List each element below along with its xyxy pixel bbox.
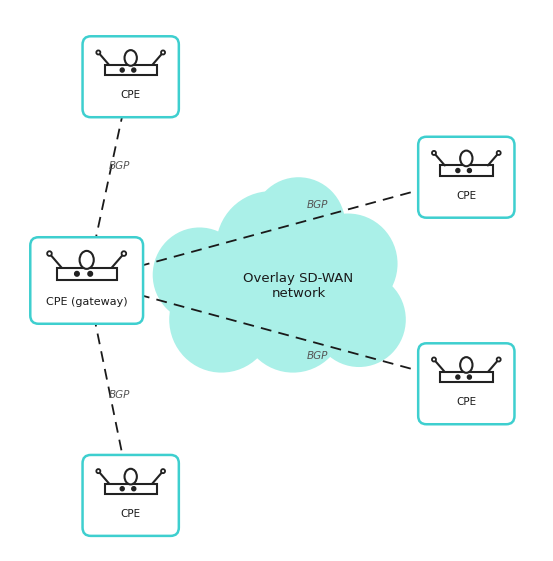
Circle shape [75, 272, 79, 276]
Ellipse shape [124, 50, 137, 66]
Ellipse shape [124, 469, 137, 484]
Text: CPE: CPE [456, 191, 476, 201]
FancyBboxPatch shape [82, 36, 179, 117]
Circle shape [120, 487, 124, 491]
Circle shape [88, 272, 92, 276]
Text: CPE: CPE [121, 90, 141, 100]
FancyBboxPatch shape [56, 268, 117, 279]
Circle shape [132, 487, 136, 491]
FancyBboxPatch shape [105, 65, 157, 75]
FancyBboxPatch shape [30, 237, 143, 324]
Circle shape [132, 68, 136, 72]
Text: Overlay SD-WAN
network: Overlay SD-WAN network [243, 272, 353, 300]
FancyBboxPatch shape [440, 165, 493, 176]
Circle shape [47, 251, 52, 256]
Circle shape [161, 469, 165, 473]
FancyBboxPatch shape [418, 137, 514, 218]
Circle shape [467, 375, 471, 379]
Circle shape [120, 68, 124, 72]
Circle shape [96, 50, 100, 54]
FancyBboxPatch shape [418, 343, 514, 424]
Circle shape [456, 168, 460, 173]
Text: BGP: BGP [307, 200, 328, 210]
FancyBboxPatch shape [105, 484, 157, 494]
Circle shape [497, 357, 500, 361]
FancyBboxPatch shape [440, 372, 493, 382]
Ellipse shape [460, 357, 472, 373]
Circle shape [161, 50, 165, 54]
Circle shape [467, 168, 471, 173]
Circle shape [497, 151, 500, 155]
Circle shape [432, 151, 436, 155]
Circle shape [122, 251, 126, 256]
Ellipse shape [460, 150, 472, 166]
Circle shape [432, 357, 436, 361]
Circle shape [96, 469, 100, 473]
Text: BGP: BGP [109, 161, 130, 171]
Text: BGP: BGP [307, 351, 328, 361]
Text: CPE: CPE [121, 509, 141, 519]
Text: CPE (gateway): CPE (gateway) [46, 297, 128, 307]
Ellipse shape [80, 251, 94, 269]
Circle shape [456, 375, 460, 379]
Text: CPE: CPE [456, 398, 476, 407]
FancyBboxPatch shape [82, 455, 179, 536]
Text: BGP: BGP [109, 390, 130, 400]
